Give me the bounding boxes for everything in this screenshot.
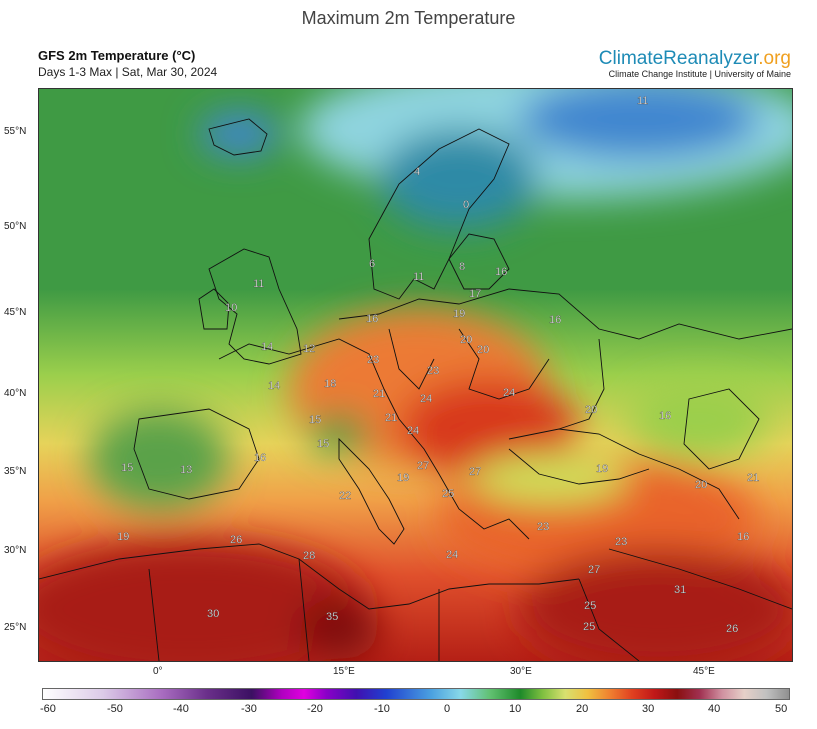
map-label: 14 (261, 341, 273, 353)
lon-label: 0° (153, 666, 163, 677)
map-label: 20 (460, 334, 472, 346)
lat-label: 35°N (4, 466, 27, 477)
map-label: 23 (427, 365, 439, 377)
map-label: 20 (695, 479, 707, 491)
map-label: 26 (230, 534, 242, 546)
colorbar-tick: 50 (775, 703, 788, 715)
map-label: 15 (121, 462, 133, 474)
brand-logo[interactable]: ClimateReanalyzer.org (599, 48, 791, 70)
map-label: 16 (737, 531, 749, 543)
map-label: 11 (413, 271, 424, 283)
map-label: 16 (366, 313, 378, 325)
page-title: Maximum 2m Temperature (301, 8, 516, 28)
colorbar-tick: -60 (40, 703, 56, 715)
map-label: 16 (254, 452, 266, 464)
temperature-patches (39, 89, 792, 661)
map-label: 27 (417, 460, 429, 472)
map-label: 25 (584, 600, 596, 612)
map-label: 19 (397, 472, 409, 484)
map-label: 12 (303, 343, 315, 355)
map-label: 24 (503, 387, 515, 399)
map-label: 23 (367, 354, 379, 366)
map-label: 25 (583, 621, 595, 633)
lat-label: 30°N (4, 545, 27, 556)
map-label: 10 (225, 302, 237, 314)
lat-label: 50°N (4, 221, 27, 232)
map-label: 8 (459, 261, 465, 273)
lat-label: 40°N (4, 388, 27, 399)
lat-label: 25°N (4, 622, 27, 633)
map-label: 11 (637, 95, 648, 107)
colorbar-tick: -10 (374, 703, 390, 715)
colorbar (42, 688, 790, 700)
lat-label: 45°N (4, 307, 27, 318)
map-label: 21 (747, 472, 759, 484)
map-label: 25 (442, 488, 454, 500)
lat-label: 55°N (4, 126, 27, 137)
map-label: 19 (453, 308, 465, 320)
temperature-map[interactable]: 11 4 0 6 11 8 16 11 10 14 12 16 17 19 16… (38, 88, 793, 662)
map-label: 35 (326, 611, 338, 623)
map-value-labels: 11 4 0 6 11 8 16 11 10 14 12 16 17 19 16… (117, 95, 760, 635)
map-label: 26 (726, 623, 738, 635)
map-label: 23 (615, 536, 627, 548)
map-label: 16 (659, 410, 671, 422)
colorbar-tick: -20 (307, 703, 323, 715)
map-label: 0 (463, 199, 469, 211)
brand-main: ClimateReanalyzer (598, 48, 759, 69)
map-label: 24 (446, 549, 458, 561)
product-label: GFS 2m Temperature (°C) (38, 48, 196, 63)
map-label: 13 (180, 464, 192, 476)
colorbar-tick: 10 (509, 703, 522, 715)
map-label: 15 (317, 438, 329, 450)
colorbar-tick: -30 (241, 703, 257, 715)
map-label: 30 (207, 608, 219, 620)
map-label: 21 (385, 412, 397, 424)
brand-tld: .org (758, 48, 791, 69)
colorbar-tick: -40 (173, 703, 189, 715)
map-label: 16 (549, 314, 561, 326)
map-label: 14 (268, 380, 280, 392)
map-label: 20 (585, 404, 597, 416)
colorbar-tick: -50 (107, 703, 123, 715)
map-label: 16 (495, 266, 507, 278)
map-label: 24 (407, 425, 419, 437)
map-label: 19 (117, 531, 129, 543)
lon-label: 15°E (333, 666, 355, 677)
period-label: Days 1-3 Max | Sat, Mar 30, 2024 (38, 65, 218, 79)
map-label: 23 (537, 521, 549, 533)
map-label: 21 (373, 388, 385, 400)
map-label: 15 (309, 414, 321, 426)
map-label: 22 (339, 490, 351, 502)
map-label: 6 (369, 258, 375, 270)
lon-label: 45°E (693, 666, 715, 677)
map-label: 18 (324, 378, 336, 390)
colorbar-tick: 40 (708, 703, 721, 715)
map-label: 27 (588, 564, 600, 576)
colorbar-tick: 20 (576, 703, 589, 715)
map-label: 24 (420, 393, 432, 405)
map-label: 20 (477, 344, 489, 356)
map-canvas: 11 4 0 6 11 8 16 11 10 14 12 16 17 19 16… (39, 89, 792, 661)
map-label: 31 (674, 584, 686, 596)
coastlines-and-borders (39, 118, 792, 661)
lon-label: 30°E (510, 666, 532, 677)
colorbar-tick: 30 (642, 703, 655, 715)
map-label: 17 (469, 288, 481, 300)
map-label: 4 (414, 166, 420, 178)
institution-label: Climate Change Institute | University of… (608, 69, 791, 79)
map-label: 28 (303, 550, 315, 562)
colorbar-tick: 0 (444, 703, 451, 715)
map-label: 27 (469, 466, 481, 478)
map-label: 19 (596, 463, 608, 475)
map-label: 11 (253, 278, 264, 290)
